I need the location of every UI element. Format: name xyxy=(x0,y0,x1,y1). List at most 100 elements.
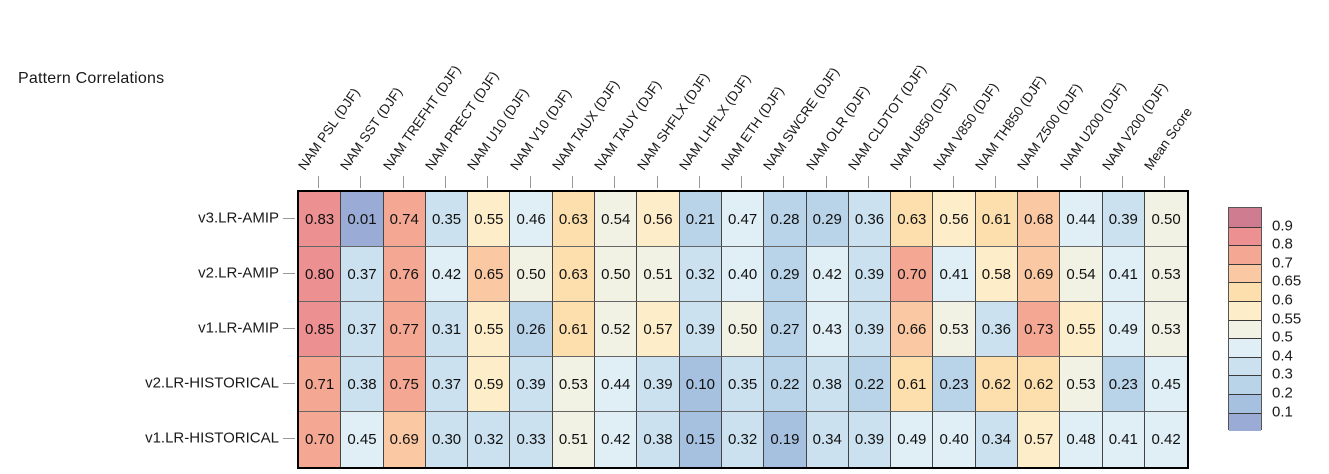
column-tick xyxy=(783,176,785,188)
legend-tick-label: 0.55 xyxy=(1272,310,1302,328)
heatmap-cell: 0.83 xyxy=(299,192,342,247)
heatmap-cell: 0.62 xyxy=(975,357,1019,412)
heatmap-cell: 0.28 xyxy=(764,192,807,247)
column-tick xyxy=(1121,176,1123,188)
figure-title: Pattern Correlations xyxy=(18,70,165,87)
legend-tick-label: 0.9 xyxy=(1272,217,1293,235)
heatmap-cell: 0.31 xyxy=(425,302,469,357)
heatmap-cell: 0.40 xyxy=(721,247,765,302)
heatmap-cell: 0.66 xyxy=(891,302,934,357)
heatmap-cell: 0.39 xyxy=(1102,192,1145,247)
heatmap-cell: 0.30 xyxy=(425,412,469,467)
heatmap-cell: 0.44 xyxy=(1060,192,1103,247)
legend-tick-label: 0.5 xyxy=(1272,328,1293,346)
column-tick xyxy=(529,176,531,188)
row-label: v3.LR-AMIP xyxy=(198,209,279,226)
row-tick xyxy=(283,272,295,274)
row-tick xyxy=(283,437,295,439)
heatmap-cell: 0.61 xyxy=(975,192,1019,247)
heatmap-cell: 0.50 xyxy=(510,247,553,302)
heatmap-cell: 0.71 xyxy=(299,357,342,412)
heatmap-cell: 0.69 xyxy=(1018,247,1061,302)
legend-band xyxy=(1229,356,1261,376)
heatmap-cell: 0.68 xyxy=(1018,192,1061,247)
row-label: v2.LR-HISTORICAL xyxy=(145,374,279,391)
heatmap-cell: 0.80 xyxy=(299,247,342,302)
heatmap-cell: 0.63 xyxy=(891,192,934,247)
heatmap-cell: 0.63 xyxy=(552,192,596,247)
legend-tick-label: 0.4 xyxy=(1272,347,1293,365)
heatmap-cell: 0.53 xyxy=(1144,247,1188,302)
row-tick xyxy=(283,382,295,384)
heatmap-cell: 0.01 xyxy=(341,192,384,247)
legend-tick-label: 0.1 xyxy=(1272,403,1293,421)
heatmap-cell: 0.39 xyxy=(637,357,680,412)
column-tick xyxy=(994,176,996,188)
heatmap-cell: 0.22 xyxy=(764,357,807,412)
heatmap-cell: 0.22 xyxy=(848,357,892,412)
colorbar-legend xyxy=(1228,207,1262,432)
heatmap-cell: 0.26 xyxy=(510,302,553,357)
heatmap-cell: 0.42 xyxy=(1144,412,1188,467)
heatmap-cell: 0.23 xyxy=(1102,357,1145,412)
heatmap-cell: 0.39 xyxy=(848,247,892,302)
heatmap-cell: 0.49 xyxy=(1102,302,1145,357)
heatmap-cell: 0.49 xyxy=(891,412,934,467)
column-tick xyxy=(360,176,362,188)
column-tick xyxy=(1037,176,1039,188)
heatmap-cell: 0.85 xyxy=(299,302,342,357)
heatmap-cell: 0.23 xyxy=(933,357,976,412)
heatmap-cell: 0.77 xyxy=(383,302,426,357)
heatmap-cell: 0.35 xyxy=(425,192,469,247)
heatmap-cell: 0.10 xyxy=(679,357,722,412)
heatmap-cell: 0.53 xyxy=(1144,302,1188,357)
heatmap-cell: 0.70 xyxy=(299,412,342,467)
legend-band xyxy=(1229,226,1261,246)
column-tick xyxy=(825,176,827,188)
heatmap-cell: 0.47 xyxy=(721,192,765,247)
heatmap-cell: 0.21 xyxy=(679,192,722,247)
heatmap-cell: 0.56 xyxy=(933,192,976,247)
row-tick xyxy=(283,327,295,329)
heatmap-cell: 0.39 xyxy=(848,412,892,467)
heatmap-cell: 0.56 xyxy=(637,192,680,247)
heatmap-cell: 0.37 xyxy=(341,302,384,357)
heatmap-grid: 0.83 0.01 0.74 0.35 0.55 0.46 0.63 0.54 0.56 0.21… xyxy=(297,190,1190,469)
heatmap-cell: 0.51 xyxy=(552,412,596,467)
column-tick xyxy=(402,176,404,188)
heatmap-cell: 0.59 xyxy=(468,357,511,412)
heatmap-cell: 0.55 xyxy=(1060,302,1103,357)
heatmap-cell: 0.32 xyxy=(721,412,765,467)
heatmap-cell: 0.46 xyxy=(510,192,553,247)
heatmap-cell: 0.27 xyxy=(764,302,807,357)
column-tick xyxy=(571,176,573,188)
column-tick xyxy=(952,176,954,188)
heatmap-cell: 0.65 xyxy=(468,247,511,302)
heatmap-cell: 0.45 xyxy=(1144,357,1188,412)
column-tick xyxy=(656,176,658,188)
row-label: v1.LR-HISTORICAL xyxy=(145,429,279,446)
heatmap-cell: 0.76 xyxy=(383,247,426,302)
heatmap-cell: 0.69 xyxy=(383,412,426,467)
column-tick xyxy=(445,176,447,188)
column-tick xyxy=(698,176,700,188)
heatmap-cell: 0.36 xyxy=(848,192,892,247)
heatmap-cell: 0.50 xyxy=(1144,192,1188,247)
heatmap-cell: 0.39 xyxy=(848,302,892,357)
heatmap-cell: 0.55 xyxy=(468,192,511,247)
heatmap-cell: 0.53 xyxy=(933,302,976,357)
heatmap-cell: 0.58 xyxy=(975,247,1019,302)
heatmap-cell: 0.35 xyxy=(721,357,765,412)
heatmap-cell: 0.55 xyxy=(468,302,511,357)
heatmap-cell: 0.40 xyxy=(933,412,976,467)
heatmap-cell: 0.57 xyxy=(637,302,680,357)
heatmap-cell: 0.32 xyxy=(679,247,722,302)
legend-band xyxy=(1229,375,1261,394)
heatmap-cell: 0.41 xyxy=(933,247,976,302)
column-tick xyxy=(1079,176,1081,188)
heatmap-cell: 0.34 xyxy=(806,412,849,467)
legend-band xyxy=(1229,245,1261,264)
column-tick xyxy=(741,176,743,188)
heatmap-cell: 0.29 xyxy=(764,247,807,302)
heatmap-cell: 0.50 xyxy=(721,302,765,357)
